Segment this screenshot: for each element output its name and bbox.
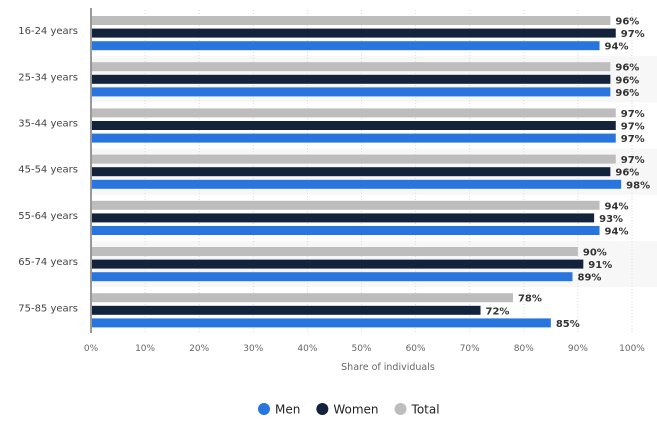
data-label: 78% xyxy=(518,294,542,305)
data-label: 90% xyxy=(583,248,607,259)
bar-men xyxy=(92,318,551,328)
data-label: 97% xyxy=(621,29,645,40)
bar-total xyxy=(92,154,616,164)
bar-women xyxy=(92,305,481,315)
bar-total xyxy=(92,62,611,72)
x-tick-label: 80% xyxy=(514,344,534,354)
legend-marker-women xyxy=(316,403,329,415)
data-label: 96% xyxy=(615,75,639,86)
data-label: 85% xyxy=(556,319,580,330)
category-label: 45-54 years xyxy=(18,165,78,176)
category-label: 16-24 years xyxy=(18,26,78,37)
data-label: 97% xyxy=(621,134,645,145)
data-label: 94% xyxy=(605,227,629,238)
bar-women xyxy=(92,74,611,84)
bar-men xyxy=(92,133,616,143)
bar-men xyxy=(92,41,600,51)
x-tick-label: 20% xyxy=(189,344,209,354)
data-label: 97% xyxy=(621,155,645,166)
category-label: 55-64 years xyxy=(18,211,78,222)
bar-women xyxy=(92,213,595,223)
x-tick-label: 40% xyxy=(297,344,317,354)
category-label: 65-74 years xyxy=(18,257,78,268)
category-label: 75-85 years xyxy=(18,303,78,314)
data-label: 96% xyxy=(615,88,639,99)
data-label: 94% xyxy=(605,42,629,53)
bar-women xyxy=(92,121,616,130)
bar-women xyxy=(92,28,616,38)
data-label: 72% xyxy=(486,306,510,317)
bar-total xyxy=(92,200,600,210)
data-label: 96% xyxy=(615,168,639,179)
x-tick-label: 30% xyxy=(243,344,263,354)
x-tick-label: 100% xyxy=(619,344,645,354)
data-label: 98% xyxy=(626,180,650,191)
legend-marker-men xyxy=(258,403,270,415)
data-label: 96% xyxy=(615,63,639,74)
data-label: 94% xyxy=(605,201,629,212)
bar-men xyxy=(92,226,600,235)
bar-women xyxy=(92,259,584,269)
data-label: 97% xyxy=(621,122,645,133)
bar-men xyxy=(92,87,611,97)
x-tick-label: 70% xyxy=(460,344,480,354)
bar-men xyxy=(92,179,622,189)
x-tick-label: 10% xyxy=(135,344,155,354)
bar-total xyxy=(92,108,616,118)
data-label: 89% xyxy=(577,273,601,284)
legend-marker-total xyxy=(394,403,407,415)
bar-total xyxy=(92,293,513,303)
data-label: 93% xyxy=(599,214,623,225)
bar-total xyxy=(92,16,611,25)
legend-label-men: Men xyxy=(275,403,300,417)
data-label: 97% xyxy=(621,109,645,120)
x-tick-label: 0% xyxy=(84,344,99,354)
bar-women xyxy=(92,167,611,177)
x-axis-title: Share of individuals xyxy=(341,362,435,373)
bar-men xyxy=(92,272,573,282)
x-tick-label: 60% xyxy=(406,344,426,354)
x-tick-label: 50% xyxy=(351,344,371,354)
legend-label-total: Total xyxy=(411,403,440,417)
category-label: 35-44 years xyxy=(18,119,78,130)
legend-label-women: Women xyxy=(333,403,378,417)
x-tick-label: 90% xyxy=(568,344,588,354)
bar-total xyxy=(92,247,578,256)
data-label: 91% xyxy=(588,260,612,271)
category-label: 25-34 years xyxy=(18,72,78,83)
data-label: 96% xyxy=(615,17,639,28)
